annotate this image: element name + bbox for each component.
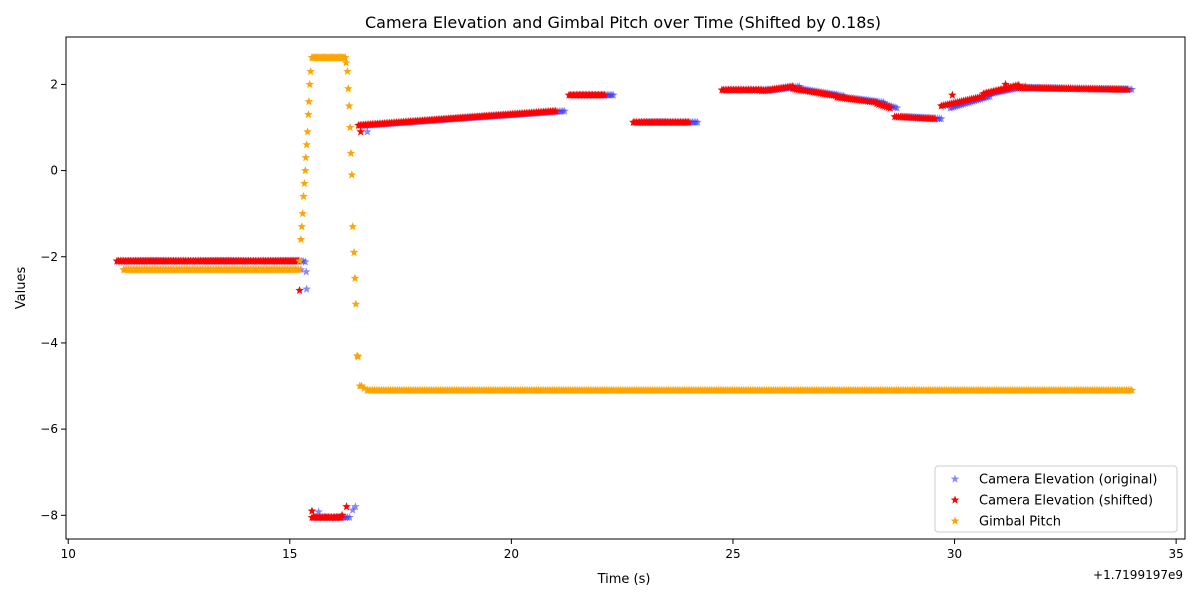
x-axis: 10 15 20 25 30 35 [61,539,1184,561]
data-point [930,114,939,123]
data-point [346,148,356,157]
x-tick-label: 10 [61,547,76,561]
data-point [353,352,363,361]
data-point [295,256,304,265]
series-1 [112,79,1132,522]
data-point [551,106,560,115]
legend-box [934,465,1178,533]
data-point [340,53,350,62]
data-point [294,265,303,274]
data-point [299,191,308,201]
y-tick-label: −4 [40,336,58,350]
data-point [301,153,311,162]
data-point [936,114,946,123]
data-point [356,127,365,136]
legend-label: Camera Elevation (shifted) [979,494,1153,509]
series-0 [112,82,1137,522]
legend-label: Gimbal Pitch [979,515,1061,530]
data-point [302,284,311,293]
x-tick-label: 20 [504,547,519,561]
legend-marker [950,495,960,504]
y-tick-label: −8 [40,508,58,522]
data-point [886,103,895,112]
data-point [1127,85,1137,94]
x-offset-label: +1.7199197e9 [1093,568,1183,582]
data-point [357,381,366,390]
data-point [314,507,323,516]
data-point [344,84,353,93]
data-point [347,170,357,179]
y-tick-label: 0 [50,164,58,178]
y-tick-label: −6 [40,422,58,436]
data-point [359,383,369,392]
y-tick-label: −2 [40,250,58,264]
data-point [298,209,307,218]
data-point [345,122,355,132]
data-point [348,505,358,514]
data-point [609,90,618,99]
data-point [948,90,957,99]
data-point [693,117,702,126]
data-point [1001,79,1010,89]
series-2 [119,53,1137,394]
legend-marker [950,516,960,525]
data-point [892,103,902,112]
data-point [344,101,354,110]
data-point [303,127,312,136]
data-point [345,512,354,522]
x-tick-label: 35 [1168,547,1183,561]
legend-label: Camera Elevation (original) [979,473,1157,488]
data-point [297,222,307,231]
data-point [560,106,569,115]
data-point [306,66,315,76]
data-point [304,97,314,106]
data-point [1123,85,1132,94]
data-point [343,66,352,76]
data-point [301,267,311,276]
data-point [342,502,351,511]
x-tick-label: 30 [947,547,962,561]
data-point [307,506,317,515]
legend-marker [950,474,960,483]
plot-frame [65,36,1186,540]
plot-area [112,53,1137,522]
legend: Camera Elevation (original) Camera Elevat… [934,465,1178,533]
data-point [296,235,306,244]
x-tick-label: 25 [725,547,740,561]
y-axis-title: Values [14,267,29,310]
data-point [302,140,311,149]
y-tick-label: 2 [50,77,58,91]
data-point [301,257,310,266]
y-axis: −8 −6 −4 −2 0 2 [40,77,66,522]
data-point [350,273,360,282]
data-point [337,510,347,519]
data-point [348,222,358,231]
x-tick-label: 15 [282,547,297,561]
data-point [349,247,359,257]
data-point [341,58,351,67]
data-point [1127,385,1137,394]
chart-title: Camera Elevation and Gimbal Pitch over T… [365,13,881,32]
data-point [305,79,315,89]
data-point [684,117,693,126]
data-point [351,299,361,308]
data-point [304,110,313,119]
data-point [600,90,609,99]
data-point [351,502,360,511]
x-axis-title: Time (s) [597,572,651,587]
data-point [295,285,304,295]
data-point [300,179,309,188]
data-point [363,127,372,136]
data-point [301,166,310,175]
